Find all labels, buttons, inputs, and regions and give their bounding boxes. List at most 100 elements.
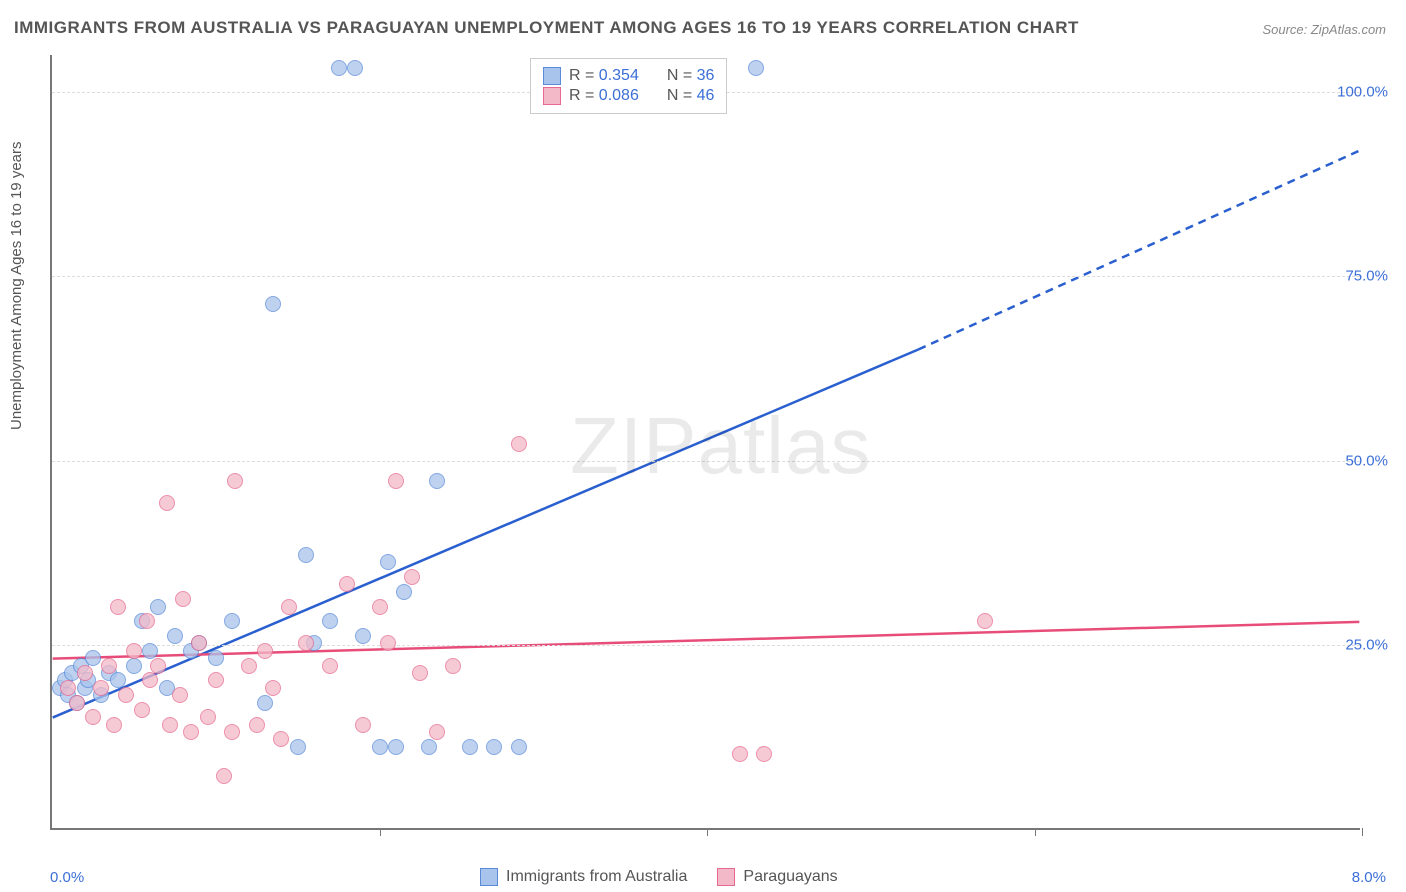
data-point <box>150 658 166 674</box>
data-point <box>339 576 355 592</box>
data-point <box>134 702 150 718</box>
data-point <box>257 695 273 711</box>
data-point <box>162 717 178 733</box>
legend-item: Paraguayans <box>717 868 837 886</box>
legend-r-label: R = 0.354 <box>569 67 639 85</box>
data-point <box>93 680 109 696</box>
data-point <box>172 687 188 703</box>
data-point <box>404 569 420 585</box>
legend-label: Paraguayans <box>743 868 837 886</box>
data-point <box>110 672 126 688</box>
y-axis-label: Unemployment Among Ages 16 to 19 years <box>8 141 25 430</box>
trend-lines-svg <box>52 55 1360 828</box>
data-point <box>224 613 240 629</box>
data-point <box>322 658 338 674</box>
xtick <box>1362 828 1363 836</box>
data-point <box>355 628 371 644</box>
data-point <box>265 296 281 312</box>
data-point <box>142 672 158 688</box>
data-point <box>110 599 126 615</box>
data-point <box>347 60 363 76</box>
ytick-label: 100.0% <box>1337 83 1388 100</box>
legend-n-label: N = 46 <box>667 87 715 105</box>
data-point <box>331 60 347 76</box>
legend-correlation: R = 0.354 N = 36 R = 0.086 N = 46 <box>530 58 727 114</box>
xtick <box>1035 828 1036 836</box>
source-label: Source: ZipAtlas.com <box>1262 22 1386 37</box>
data-point <box>191 635 207 651</box>
data-point <box>101 658 117 674</box>
ytick-label: 25.0% <box>1345 637 1388 654</box>
data-point <box>388 739 404 755</box>
data-point <box>175 591 191 607</box>
ytick-label: 50.0% <box>1345 452 1388 469</box>
trend-line <box>53 622 1360 659</box>
data-point <box>396 584 412 600</box>
data-point <box>748 60 764 76</box>
gridline <box>52 461 1360 462</box>
legend-swatch <box>543 67 561 85</box>
data-point <box>412 665 428 681</box>
data-point <box>511 739 527 755</box>
data-point <box>208 672 224 688</box>
legend-swatch <box>543 87 561 105</box>
data-point <box>462 739 478 755</box>
xtick <box>380 828 381 836</box>
data-point <box>322 613 338 629</box>
data-point <box>273 731 289 747</box>
plot-area <box>50 55 1360 830</box>
data-point <box>290 739 306 755</box>
legend-label: Immigrants from Australia <box>506 868 687 886</box>
data-point <box>126 658 142 674</box>
chart-title: IMMIGRANTS FROM AUSTRALIA VS PARAGUAYAN … <box>14 18 1079 38</box>
data-point <box>249 717 265 733</box>
data-point <box>159 495 175 511</box>
gridline <box>52 645 1360 646</box>
legend-n-label: N = 36 <box>667 67 715 85</box>
trend-line-extrapolated <box>918 151 1359 350</box>
legend-swatch <box>480 868 498 886</box>
data-point <box>372 739 388 755</box>
data-point <box>486 739 502 755</box>
legend-item: Immigrants from Australia <box>480 868 687 886</box>
data-point <box>85 650 101 666</box>
trend-line <box>53 349 919 717</box>
data-point <box>372 599 388 615</box>
data-point <box>732 746 748 762</box>
data-point <box>421 739 437 755</box>
data-point <box>118 687 134 703</box>
data-point <box>241 658 257 674</box>
data-point <box>281 599 297 615</box>
xtick <box>707 828 708 836</box>
data-point <box>77 665 93 681</box>
data-point <box>265 680 281 696</box>
data-point <box>183 724 199 740</box>
xtick-min: 0.0% <box>50 869 84 886</box>
data-point <box>227 473 243 489</box>
data-point <box>216 768 232 784</box>
data-point <box>756 746 772 762</box>
data-point <box>106 717 122 733</box>
data-point <box>429 724 445 740</box>
legend-row: R = 0.086 N = 46 <box>543 87 714 105</box>
ytick-label: 75.0% <box>1345 268 1388 285</box>
data-point <box>69 695 85 711</box>
legend-row: R = 0.354 N = 36 <box>543 67 714 85</box>
gridline <box>52 276 1360 277</box>
data-point <box>200 709 216 725</box>
data-point <box>150 599 166 615</box>
data-point <box>224 724 240 740</box>
data-point <box>511 436 527 452</box>
data-point <box>445 658 461 674</box>
legend-r-label: R = 0.086 <box>569 87 639 105</box>
data-point <box>298 635 314 651</box>
data-point <box>298 547 314 563</box>
data-point <box>355 717 371 733</box>
data-point <box>208 650 224 666</box>
data-point <box>139 613 155 629</box>
legend-series: Immigrants from Australia Paraguayans <box>480 868 838 886</box>
data-point <box>977 613 993 629</box>
data-point <box>167 628 183 644</box>
xtick-max: 8.0% <box>1352 869 1386 886</box>
data-point <box>388 473 404 489</box>
